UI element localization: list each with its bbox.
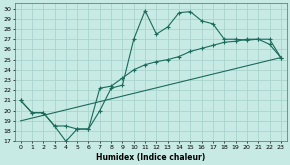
X-axis label: Humidex (Indice chaleur): Humidex (Indice chaleur) — [96, 152, 205, 162]
